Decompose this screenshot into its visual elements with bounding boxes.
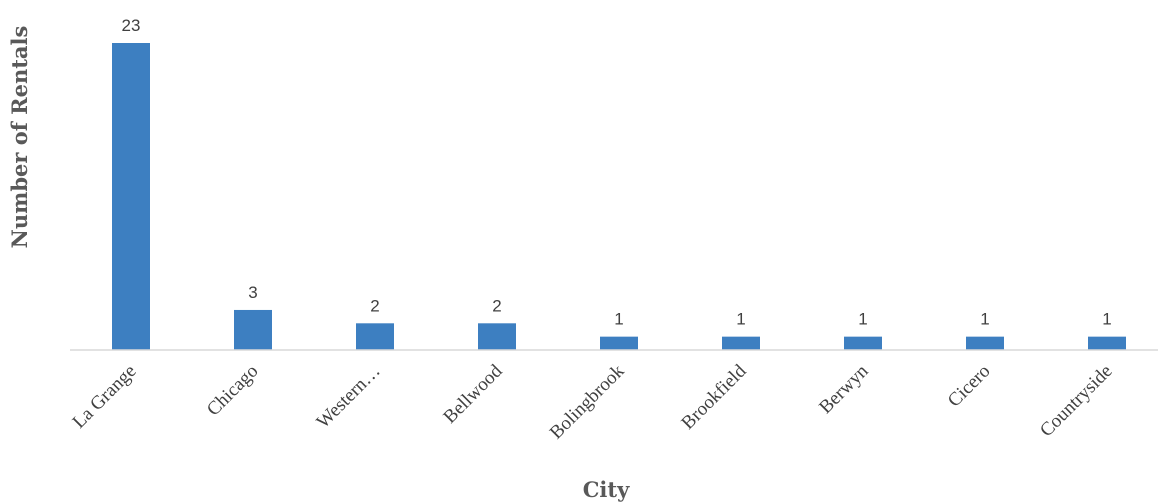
bar-1 [234, 309, 272, 350]
x-tick-label-2: Western… [313, 361, 385, 433]
data-label-5: 1 [736, 310, 745, 329]
data-label-4: 1 [614, 310, 623, 329]
x-tick-label-0: La Grange [69, 361, 141, 433]
x-tick-label-8: Countryside [1036, 361, 1117, 442]
bar-7 [966, 336, 1004, 350]
bar-4 [600, 336, 638, 350]
bar-0 [112, 43, 150, 350]
data-label-0: 23 [122, 16, 141, 35]
x-tick-label-6: Berwyn [815, 360, 873, 418]
data-label-3: 2 [492, 296, 501, 315]
x-tick-label-3: Bellwood [439, 360, 506, 427]
data-label-2: 2 [370, 296, 379, 315]
bar-5 [722, 336, 760, 350]
x-axis-title: City [583, 477, 630, 502]
data-labels: 23 3 2 2 1 1 1 1 1 [122, 16, 1112, 329]
data-label-7: 1 [980, 310, 989, 329]
x-tick-label-4: Bolingbrook [546, 360, 629, 443]
data-label-6: 1 [858, 310, 867, 329]
bar-2 [356, 323, 394, 350]
data-label-1: 3 [248, 283, 257, 302]
x-tick-labels: La Grange Chicago Western… Bellwood Bolingbr… [69, 360, 1117, 443]
bar-3 [478, 323, 516, 350]
bar-8 [1088, 336, 1126, 350]
bar-series [112, 43, 1126, 350]
x-tick-label-5: Brookfield [677, 360, 750, 433]
data-label-8: 1 [1102, 310, 1111, 329]
x-tick-label-7: Cicero [944, 361, 995, 412]
bar-6 [844, 336, 882, 350]
x-tick-label-1: Chicago [203, 361, 263, 421]
y-axis-title: Number of Rentals [7, 26, 32, 249]
